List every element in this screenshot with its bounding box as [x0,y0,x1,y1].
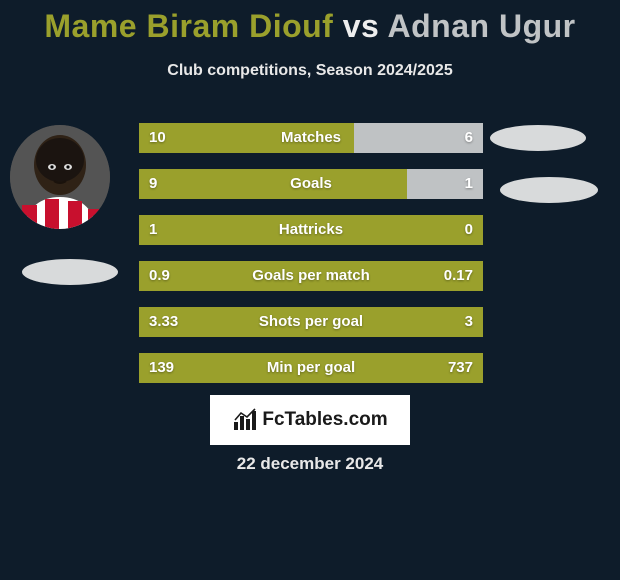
player-b-badge-oval-2 [500,177,598,203]
stat-metric-label: Matches [139,123,483,153]
stat-row: 3.33Shots per goal3 [139,307,483,337]
title-vs: vs [343,8,380,44]
brand-text: FcTables.com [262,409,387,431]
avatar-illustration [10,125,110,229]
stat-value-right: 3 [465,307,473,337]
stat-row: 139Min per goal737 [139,353,483,383]
player-a-badge-oval [22,259,118,285]
player-b-badge-oval-1 [490,125,586,151]
stat-metric-label: Hattricks [139,215,483,245]
stat-value-right: 1 [465,169,473,199]
subtitle: Club competitions, Season 2024/2025 [0,62,620,80]
stat-value-right: 737 [448,353,473,383]
stat-metric-label: Goals [139,169,483,199]
stat-metric-label: Goals per match [139,261,483,291]
comparison-bars: 10Matches69Goals11Hattricks00.9Goals per… [139,123,483,399]
stat-value-right: 0 [465,215,473,245]
stat-value-right: 0.17 [444,261,473,291]
stat-metric-label: Min per goal [139,353,483,383]
player-a-avatar [10,125,110,229]
stat-row: 0.9Goals per match0.17 [139,261,483,291]
brand-logo-icon [232,408,260,432]
title-player-b: Adnan Ugur [388,8,576,44]
title-player-a: Mame Biram Diouf [44,8,333,44]
stat-row: 9Goals1 [139,169,483,199]
stat-row: 10Matches6 [139,123,483,153]
stat-row: 1Hattricks0 [139,215,483,245]
stat-value-right: 6 [465,123,473,153]
stat-metric-label: Shots per goal [139,307,483,337]
comparison-infographic: Mame Biram Diouf vs Adnan Ugur Club comp… [0,0,620,580]
brand-box: FcTables.com [210,395,410,445]
date-text: 22 december 2024 [0,454,620,474]
page-title: Mame Biram Diouf vs Adnan Ugur [0,8,620,45]
